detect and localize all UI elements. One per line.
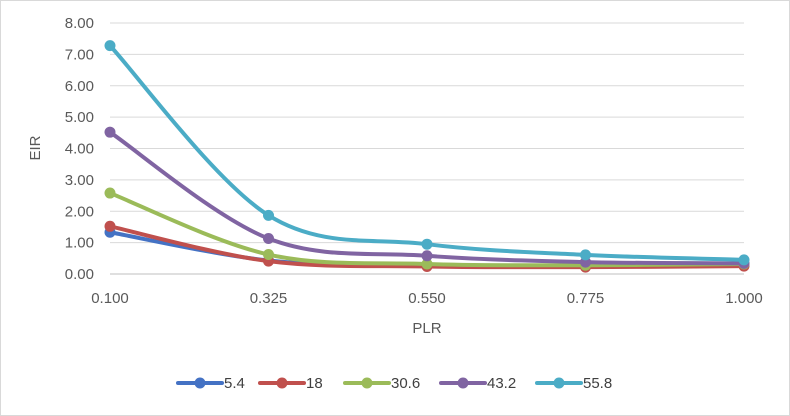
legend-label: 18 [306,375,323,392]
legend-label: 43.2 [487,375,516,392]
y-axis-title: EIR [27,135,44,160]
legend-item: 43.2 [439,375,516,392]
legend-label: 30.6 [391,375,420,392]
legend-item: 18 [258,375,323,392]
data-point [104,40,116,52]
legend: 5.4 18 30.6 43.2 55.8 [176,375,612,392]
legend-marker [276,377,288,389]
legend-label: 5.4 [224,375,245,392]
series-line [108,43,746,262]
x-tick-label: 0.550 [408,290,446,307]
data-point [104,126,116,138]
y-tick-label: 7.00 [65,46,94,63]
y-axis-ticks: 0.00 1.00 2.00 3.00 4.00 5.00 6.00 7.00 8.00 [65,15,94,283]
y-tick-label: 5.00 [65,109,94,126]
x-tick-label: 0.100 [91,290,129,307]
y-tick-label: 1.00 [65,235,94,252]
data-point [263,209,274,221]
y-tick-label: 8.00 [65,15,94,32]
series-55.8 [104,40,750,266]
y-tick-label: 2.00 [65,203,94,220]
data-point [421,258,433,270]
data-point [104,220,116,232]
x-axis-title: PLR [412,320,441,337]
data-point [421,238,433,250]
legend-item: 55.8 [535,375,612,392]
data-point [738,254,750,266]
legend-marker [361,377,373,389]
data-point [263,249,274,261]
y-tick-label: 4.00 [65,141,94,158]
x-tick-label: 1.000 [725,290,763,307]
legend-marker [553,377,565,389]
y-tick-label: 3.00 [65,172,94,189]
data-point [421,250,433,262]
legend-item: 5.4 [176,375,245,392]
data-point [580,249,591,261]
legend-label: 55.8 [583,375,612,392]
y-tick-label: 0.00 [65,266,94,283]
legend-marker [194,377,206,389]
data-point [104,187,116,199]
x-axis-ticks: 0.100 0.325 0.550 0.775 1.000 [91,290,763,307]
legend-marker [457,377,469,389]
x-tick-label: 0.325 [250,290,288,307]
legend-item: 30.6 [343,375,420,392]
x-tick-label: 0.775 [567,290,605,307]
y-tick-label: 6.00 [65,78,94,95]
data-point [263,233,274,245]
series-group [104,40,750,273]
gridlines [110,22,744,275]
